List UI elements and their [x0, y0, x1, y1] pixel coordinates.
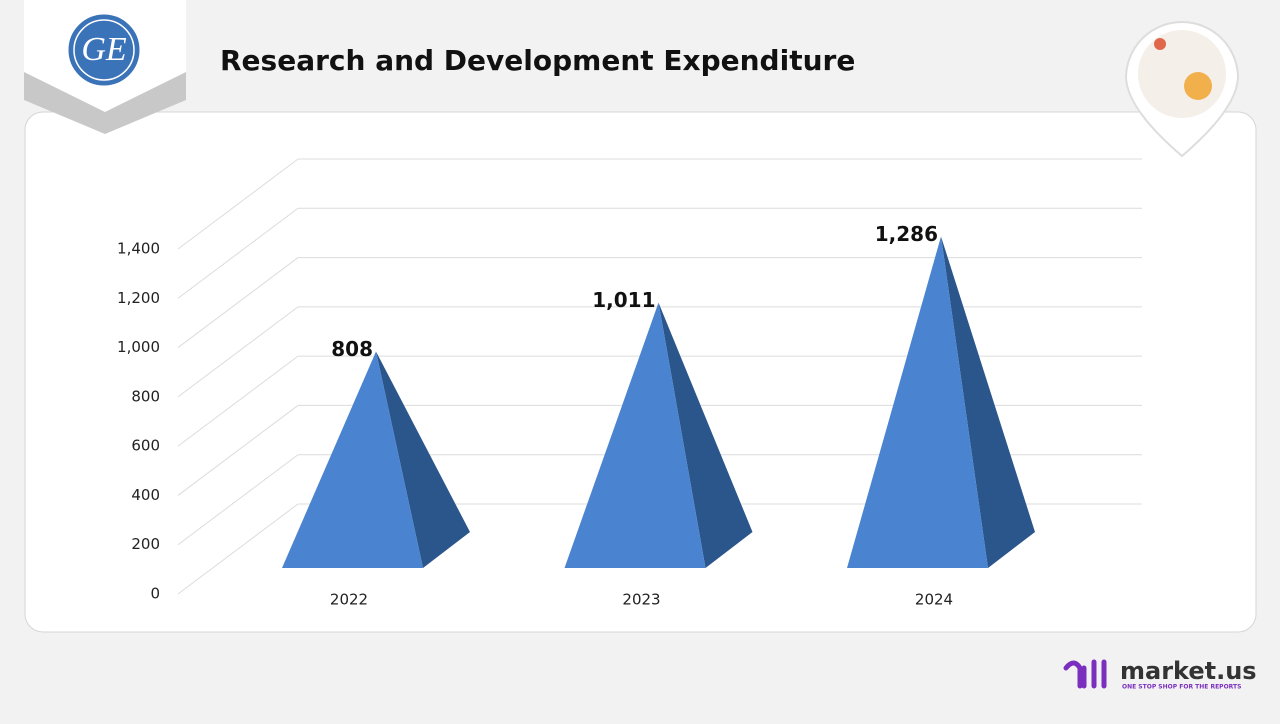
x-tick-label: 2022 [330, 591, 368, 609]
grid-line [177, 257, 299, 348]
y-tick-label: 400 [131, 486, 160, 504]
pyramid [282, 351, 423, 568]
x-tick-label: 2023 [622, 591, 660, 609]
y-tick-label: 800 [131, 387, 160, 405]
logo-circle [65, 11, 143, 89]
pyramid-side [376, 351, 470, 568]
pyramid [564, 302, 706, 568]
grid-line [177, 207, 299, 299]
y-tick-label: 0 [150, 585, 160, 603]
brand-logo: market.us ONE STOP SHOP FOR THE REPORTS [1063, 657, 1257, 691]
pin-icon [1124, 21, 1240, 158]
pin-person [1184, 72, 1212, 100]
y-tick-label: 200 [131, 535, 160, 553]
grid-line [177, 405, 299, 496]
pin-marker [1154, 38, 1166, 50]
y-tick-label: 1,400 [117, 240, 160, 258]
logo-text: GE [81, 31, 127, 68]
y-tick-label: 1,200 [117, 289, 160, 307]
brand-mark [1063, 659, 1107, 689]
grid-line [177, 503, 299, 595]
chart-title: Research and Development Expenditure [220, 44, 855, 77]
pyramid-side [941, 236, 1035, 569]
y-tick-label: 1,000 [117, 338, 160, 356]
value-label: 808 [331, 337, 373, 361]
x-tick-label: 2024 [915, 591, 953, 609]
grid-line [177, 355, 299, 447]
grid-line [177, 158, 299, 250]
pin-inner [1138, 30, 1226, 118]
value-label: 1,011 [592, 288, 655, 312]
pyramid-side [658, 302, 753, 568]
grid-line [177, 454, 299, 546]
pyramid [847, 236, 988, 569]
brand-tagline: ONE STOP SHOP FOR THE REPORTS [1122, 684, 1241, 691]
value-label: 1,286 [875, 222, 938, 246]
grid-line [177, 306, 299, 398]
logo-ring [73, 19, 135, 81]
brand-name: market.us [1120, 657, 1257, 685]
y-tick-label: 600 [131, 437, 160, 455]
